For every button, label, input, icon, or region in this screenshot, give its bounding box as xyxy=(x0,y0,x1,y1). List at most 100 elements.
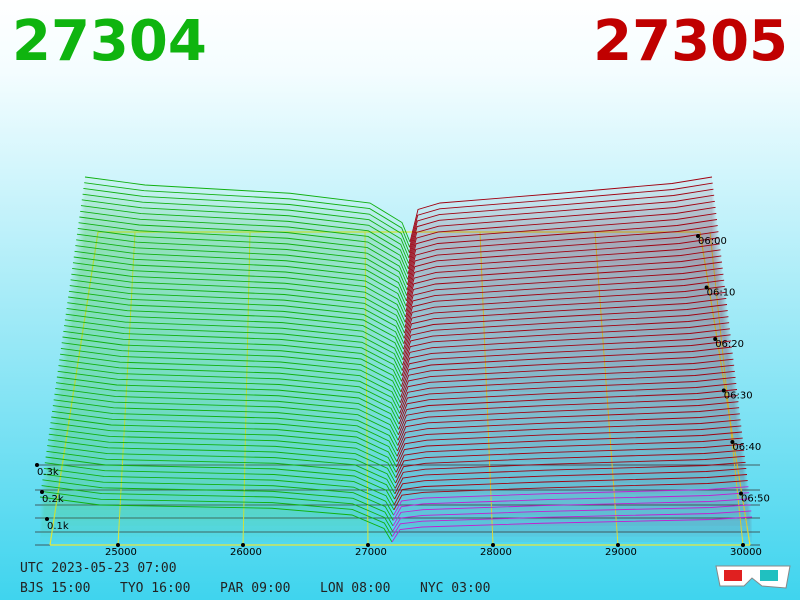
bid-fill xyxy=(79,217,408,280)
bid-fill xyxy=(81,199,409,264)
ask-row xyxy=(402,304,728,355)
ask-fill xyxy=(404,280,725,334)
bid-fill xyxy=(66,308,403,366)
bid-row xyxy=(59,359,401,414)
bid-row xyxy=(73,256,406,318)
ask-row xyxy=(408,188,714,253)
bid-fill xyxy=(80,205,409,269)
bid-fill xyxy=(58,365,400,419)
ask-row xyxy=(407,219,718,280)
tick-dot xyxy=(741,543,745,547)
glasses-icon xyxy=(715,565,791,589)
bid-row xyxy=(72,267,406,328)
bid-row xyxy=(82,193,410,259)
bid-row xyxy=(66,307,404,366)
bid-row xyxy=(46,450,395,500)
ask-fill xyxy=(401,334,731,382)
bid-fill xyxy=(48,439,396,489)
ask-row xyxy=(391,510,752,537)
bid-row xyxy=(62,336,402,393)
tick-dot xyxy=(704,285,709,290)
bid-row xyxy=(45,456,395,505)
ask-fill xyxy=(396,432,742,467)
bid-fill xyxy=(64,319,402,376)
ask-row xyxy=(402,316,729,366)
bid-fill xyxy=(82,194,410,259)
depth-tick-label: 0.2k xyxy=(42,494,64,505)
ask-row xyxy=(393,480,748,511)
bid-row xyxy=(39,496,393,543)
bid-row xyxy=(84,176,411,243)
bid-row xyxy=(51,416,397,468)
tick-dot xyxy=(40,490,44,494)
ask-fill xyxy=(397,407,740,446)
zone-time: TYO 16:00 xyxy=(120,581,190,596)
bid-row xyxy=(42,479,394,527)
bid-row xyxy=(79,216,409,280)
ask-row xyxy=(408,194,715,259)
tick-dot xyxy=(35,463,39,467)
ask-fill xyxy=(404,286,725,339)
bid-row xyxy=(80,210,409,275)
bid-row xyxy=(54,393,399,446)
ask-row xyxy=(397,407,740,446)
tick-dot xyxy=(45,517,49,521)
bid-row xyxy=(50,422,397,473)
ask-fill xyxy=(395,444,744,478)
price-grid-line xyxy=(242,231,251,546)
bid-fill xyxy=(60,348,401,403)
bid-fill xyxy=(77,228,408,291)
ask-row xyxy=(400,340,732,387)
ask-row xyxy=(405,261,723,318)
ask-row xyxy=(406,231,719,291)
depth-surface xyxy=(39,176,753,543)
tick-dot xyxy=(616,543,620,547)
ask-fill xyxy=(397,419,741,457)
bid-row xyxy=(51,410,398,462)
ask-row xyxy=(401,334,731,382)
price-tick-label: 27000 xyxy=(355,547,387,558)
ask-row xyxy=(401,328,730,377)
bid-row xyxy=(40,490,393,537)
ask-row xyxy=(397,413,740,452)
bid-price: 27304 xyxy=(12,9,207,74)
time-tick-label: 06:10 xyxy=(707,288,736,299)
bid-fill xyxy=(48,434,396,484)
ask-fill xyxy=(395,450,745,484)
ask-row xyxy=(405,255,722,312)
ask-row xyxy=(394,455,745,489)
bid-row xyxy=(61,342,402,398)
ask-row xyxy=(394,467,747,500)
bid-row xyxy=(43,467,394,516)
bid-row xyxy=(55,387,399,441)
price-tick-label: 30000 xyxy=(730,547,762,558)
ask-row xyxy=(402,310,728,360)
bid-fill xyxy=(76,234,407,296)
ask-row xyxy=(392,504,751,532)
ask-fill xyxy=(394,468,747,500)
ask-fill xyxy=(402,322,730,371)
ask-price: 27305 xyxy=(593,9,788,74)
bid-row xyxy=(77,227,408,291)
ask-row xyxy=(394,461,746,494)
ask-fill xyxy=(394,462,746,494)
bid-fill xyxy=(61,342,401,398)
ask-row xyxy=(395,449,745,484)
bid-row xyxy=(71,273,405,334)
bid-fill xyxy=(57,371,400,425)
price-tick-label: 28000 xyxy=(480,547,512,558)
zone-time: LON 08:00 xyxy=(320,581,390,596)
bid-fill xyxy=(83,188,410,253)
bid-row xyxy=(72,262,406,323)
tick-dot xyxy=(696,234,700,238)
ask-row xyxy=(407,212,717,275)
ask-row xyxy=(393,486,749,516)
ask-row xyxy=(398,395,738,436)
ask-row xyxy=(391,516,753,543)
time-tick-label: 06:20 xyxy=(715,339,744,350)
time-tick-label: 06:40 xyxy=(732,442,761,453)
bid-fill xyxy=(64,325,402,382)
zone-time: PAR 09:00 xyxy=(220,581,290,596)
ask-row xyxy=(398,382,737,425)
